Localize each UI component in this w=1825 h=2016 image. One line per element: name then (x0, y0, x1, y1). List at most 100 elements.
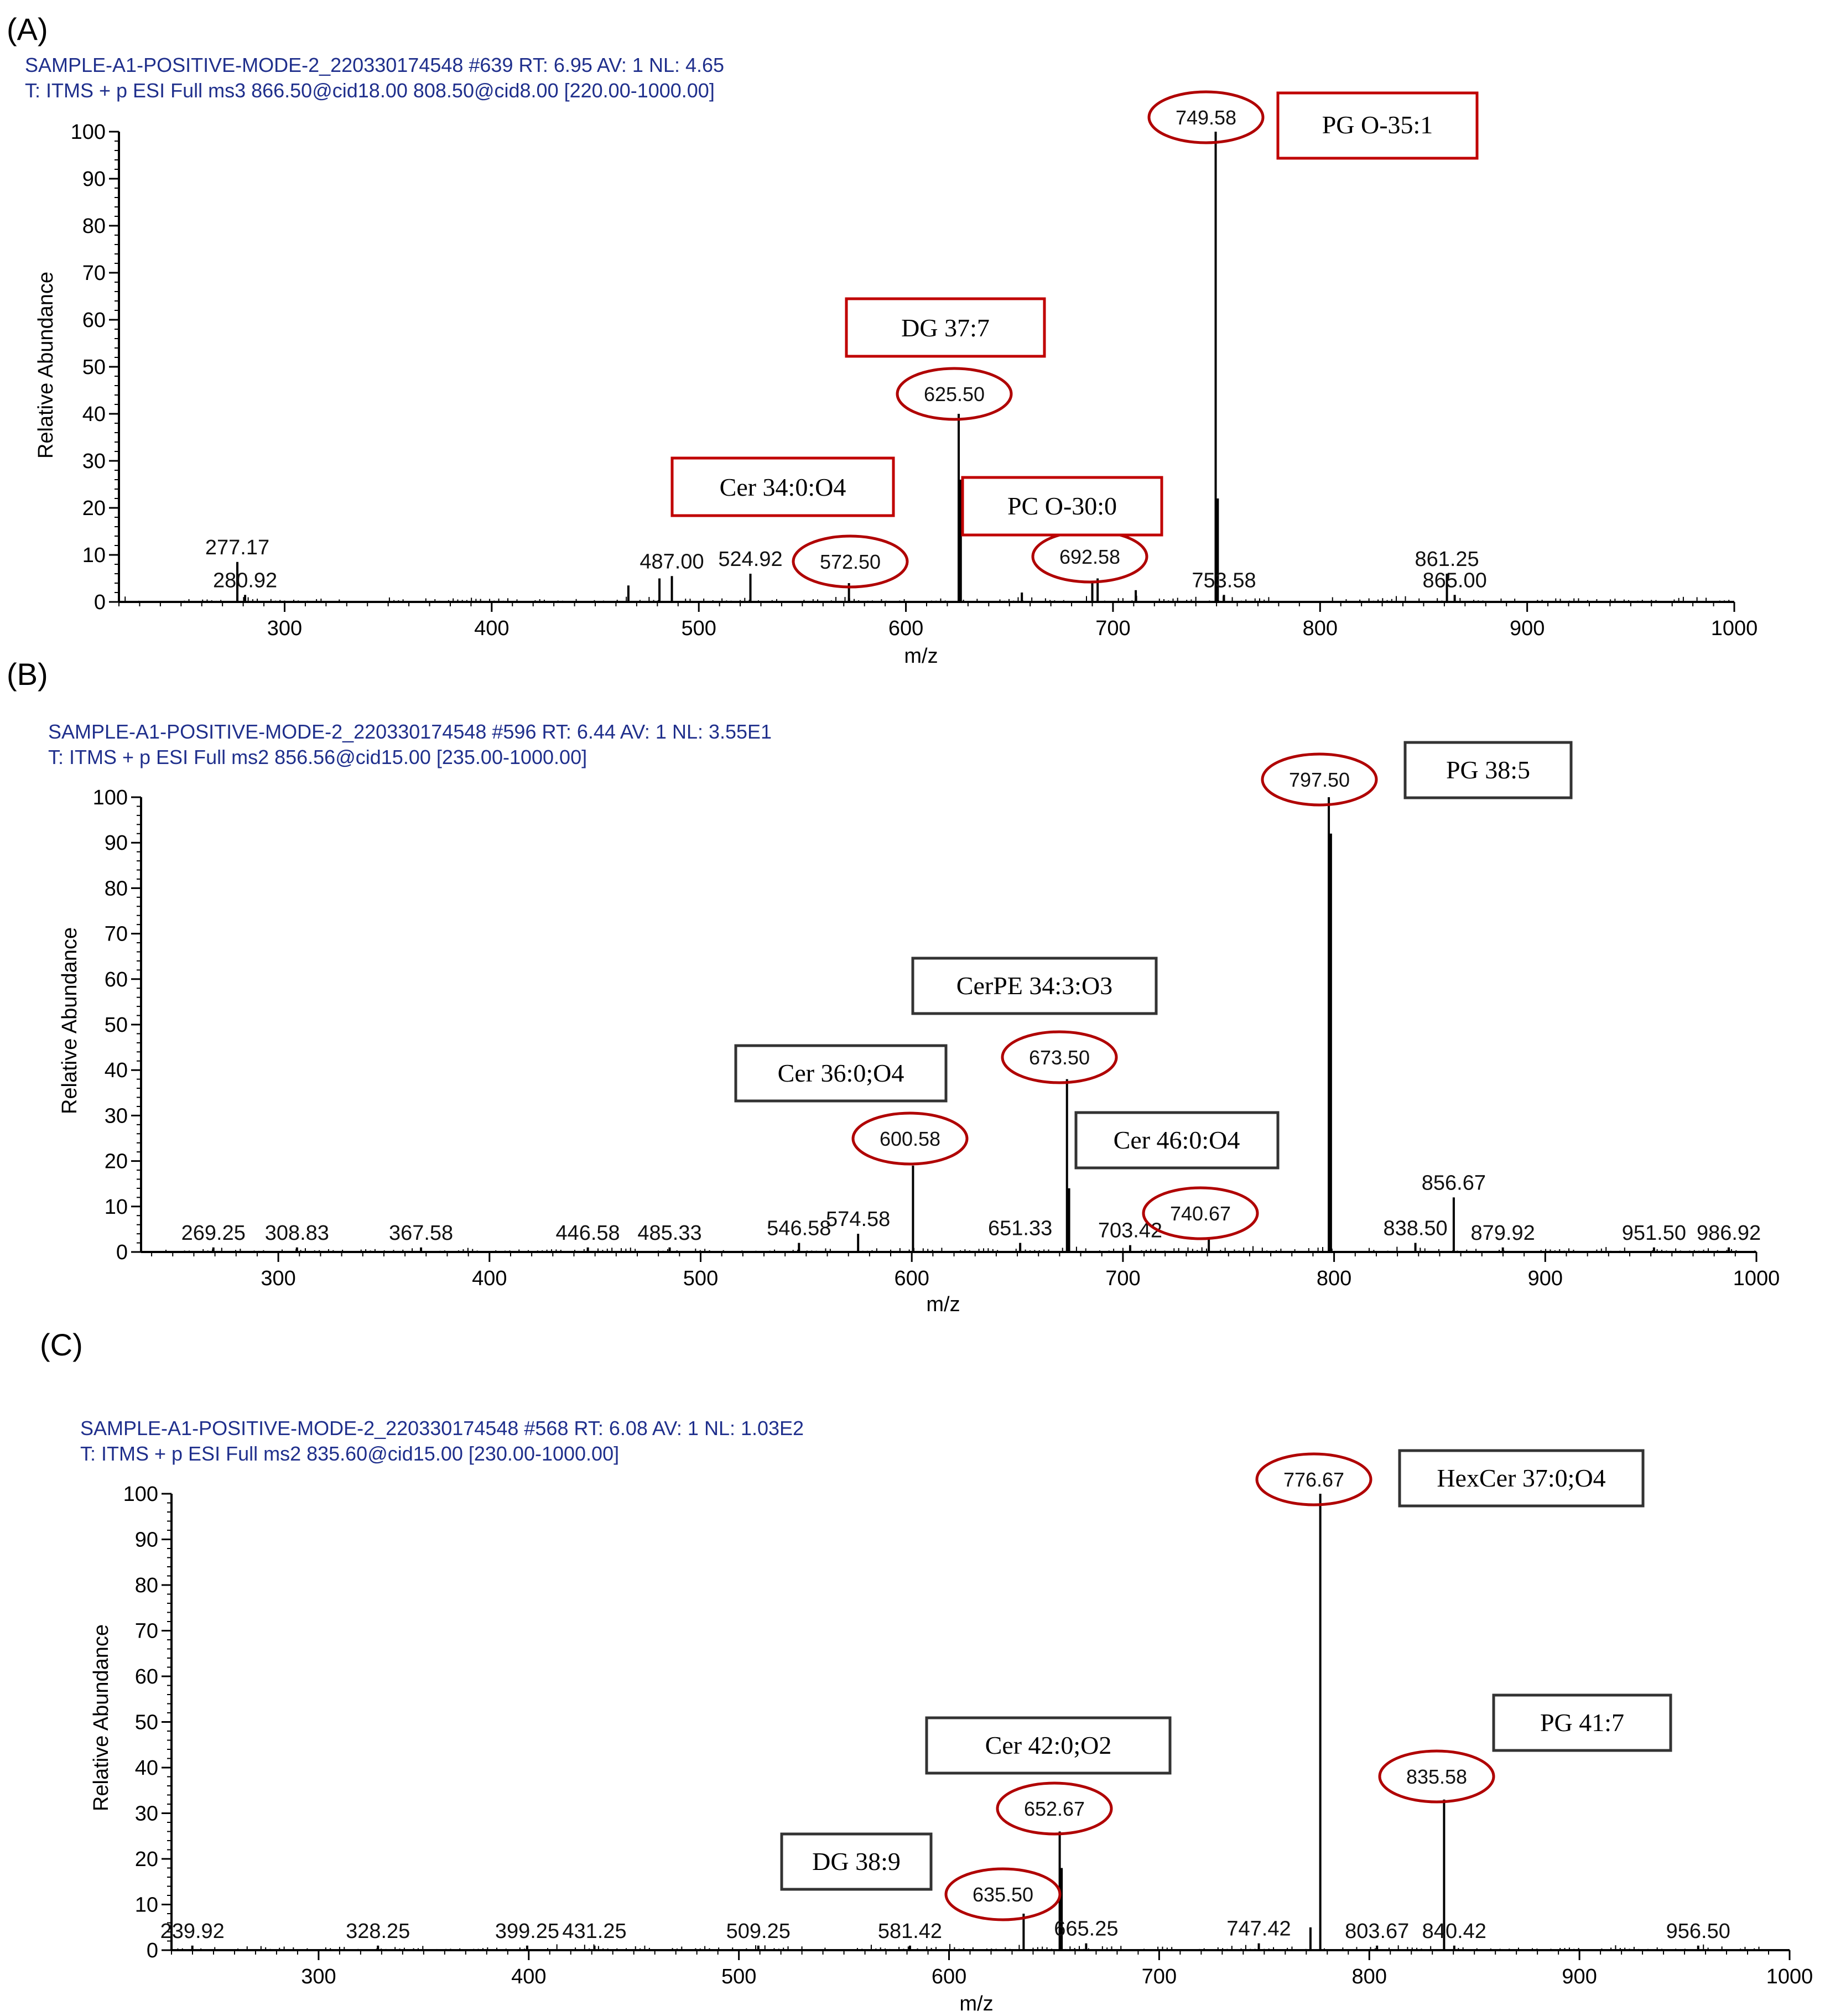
peak-label: 600.58 (880, 1127, 940, 1150)
annotation-box (1403, 741, 1573, 799)
y-tick-label: 70 (82, 262, 106, 285)
peak-label: 749.58 (1176, 106, 1236, 129)
peak-label: 546.58 (767, 1217, 831, 1240)
annotation-box (1074, 1111, 1280, 1170)
peak-label: 277.17 (205, 536, 269, 559)
y-tick-label: 100 (71, 121, 106, 144)
peak-label: 581.42 (878, 1920, 942, 1943)
lipid-annotation: PG O-35:1 (1322, 111, 1433, 139)
lipid-annotation: Cer 42:0;O2 (985, 1731, 1112, 1759)
peak-label: 956.50 (1666, 1920, 1730, 1943)
y-tick-label: 40 (82, 403, 106, 426)
y-tick-label: 0 (147, 1939, 158, 1962)
annotation-box (780, 1832, 933, 1891)
lipid-annotation: DG 37:7 (901, 314, 990, 342)
y-tick-label: 60 (82, 309, 106, 332)
peak-label: 399.25 (495, 1920, 559, 1943)
y-tick-label: 80 (135, 1574, 158, 1597)
peak-label: 280.92 (213, 569, 277, 592)
peak-label: 652.67 (1024, 1797, 1085, 1820)
y-tick-label: 50 (82, 356, 106, 379)
peak-label: 625.50 (924, 383, 985, 406)
y-axis-title: Relative Abundance (34, 272, 58, 459)
scan-filter: T: ITMS + p ESI Full ms3 866.50@cid18.00… (25, 79, 715, 102)
x-tick-label: 500 (682, 617, 716, 640)
peak-label: 753.58 (1192, 569, 1256, 592)
peak-label: 485.33 (637, 1222, 701, 1245)
y-tick-label: 80 (82, 215, 106, 238)
x-tick-label: 700 (1105, 1267, 1140, 1290)
peaks (147, 797, 1755, 1252)
x-tick-label: 900 (1510, 617, 1545, 640)
peak-label: 861.25 (1415, 548, 1479, 571)
circled-peak-835-58 (1378, 1749, 1495, 1804)
x-tick-label: 600 (894, 1267, 929, 1290)
y-tick-label: 80 (105, 877, 128, 900)
peak-label: 797.50 (1289, 768, 1350, 791)
y-tick-label: 20 (105, 1150, 128, 1173)
axes: 300 400 500 600 700 800 900 1000 0 10 20 30 40 50 60 70… (123, 1483, 1813, 1988)
scan-header: SAMPLE-A1-POSITIVE-MODE-2_220330174548 #… (25, 54, 724, 76)
panel-label: (C) (40, 1327, 83, 1362)
y-tick-label: 90 (135, 1529, 158, 1552)
peak-label: 665.25 (1054, 1918, 1118, 1941)
peak-label: 986.92 (1697, 1222, 1761, 1245)
peak-label: 651.33 (988, 1217, 1052, 1240)
x-tick-label: 300 (267, 617, 302, 640)
x-tick-label: 1000 (1766, 1965, 1813, 1988)
axes: 300 400 500 600 700 800 900 1000 0 10 20 30 40 50 60 70… (93, 786, 1780, 1290)
y-tick-label: 60 (135, 1665, 158, 1688)
x-tick-label: 700 (1142, 1965, 1177, 1988)
peak-label: 865.00 (1422, 569, 1486, 592)
peak-label: 838.50 (1383, 1217, 1447, 1240)
x-tick-label: 1000 (1733, 1267, 1780, 1290)
x-tick-label: 300 (301, 1965, 336, 1988)
x-axis-title: m/z (904, 645, 938, 668)
y-tick-label: 10 (82, 544, 106, 567)
circled-peak-749-58 (1147, 90, 1265, 144)
peak-label: 635.50 (973, 1883, 1033, 1906)
circled-peak-625-50 (896, 367, 1013, 421)
circled-peak-600-58 (851, 1111, 969, 1166)
x-tick-label: 800 (1303, 617, 1338, 640)
y-tick-label: 30 (105, 1104, 128, 1127)
peak-labels: 269.25 308.83 367.58 446.58 485.33 546.58574.… (181, 768, 1761, 1245)
y-tick-label: 10 (105, 1196, 128, 1219)
x-tick-label: 600 (888, 617, 923, 640)
lipid-annotation: HexCer 37:0;O4 (1437, 1464, 1605, 1492)
y-tick-label: 30 (135, 1802, 158, 1826)
x-tick-label: 900 (1562, 1965, 1597, 1988)
x-tick-label: 500 (721, 1965, 756, 1988)
y-tick-label: 30 (82, 450, 106, 473)
annotation-box (670, 456, 895, 517)
lipid-annotation: Cer 46:0:O4 (1114, 1126, 1240, 1154)
y-tick-label: 50 (135, 1711, 158, 1734)
x-tick-label: 700 (1095, 617, 1130, 640)
peak-label: 509.25 (726, 1920, 791, 1943)
panel-label: (B) (7, 657, 48, 692)
x-tick-label: 500 (683, 1267, 718, 1290)
y-axis-title: Relative Abundance (58, 927, 81, 1114)
panel-a: (A) SAMPLE-A1-POSITIVE-MODE-2_2203301745… (7, 12, 1758, 668)
peak-label: 308.83 (265, 1222, 329, 1245)
circled-peak-673-50 (1001, 1030, 1118, 1084)
peak-label: 269.25 (181, 1222, 246, 1245)
y-tick-label: 90 (105, 832, 128, 855)
peak-label: 856.67 (1422, 1171, 1486, 1194)
lipid-annotation: Cer 36:0;O4 (778, 1059, 904, 1087)
peak-label: 574.58 (826, 1208, 890, 1231)
y-tick-label: 10 (135, 1894, 158, 1917)
peak-label: 740.67 (1170, 1202, 1231, 1225)
x-tick-label: 600 (932, 1965, 966, 1988)
peaks (124, 132, 1734, 602)
x-tick-label: 300 (261, 1267, 295, 1290)
x-axis-title: m/z (926, 1293, 960, 1316)
annotation-box (734, 1044, 948, 1103)
scan-header: SAMPLE-A1-POSITIVE-MODE-2_220330174548 #… (80, 1417, 804, 1440)
circled-peak-797-50 (1261, 752, 1378, 807)
annotation-box (1398, 1449, 1645, 1508)
lipid-annotation: Cer 34:0:O4 (720, 473, 846, 501)
peak-label: 951.50 (1622, 1222, 1686, 1245)
peak-label: 776.67 (1283, 1468, 1344, 1491)
